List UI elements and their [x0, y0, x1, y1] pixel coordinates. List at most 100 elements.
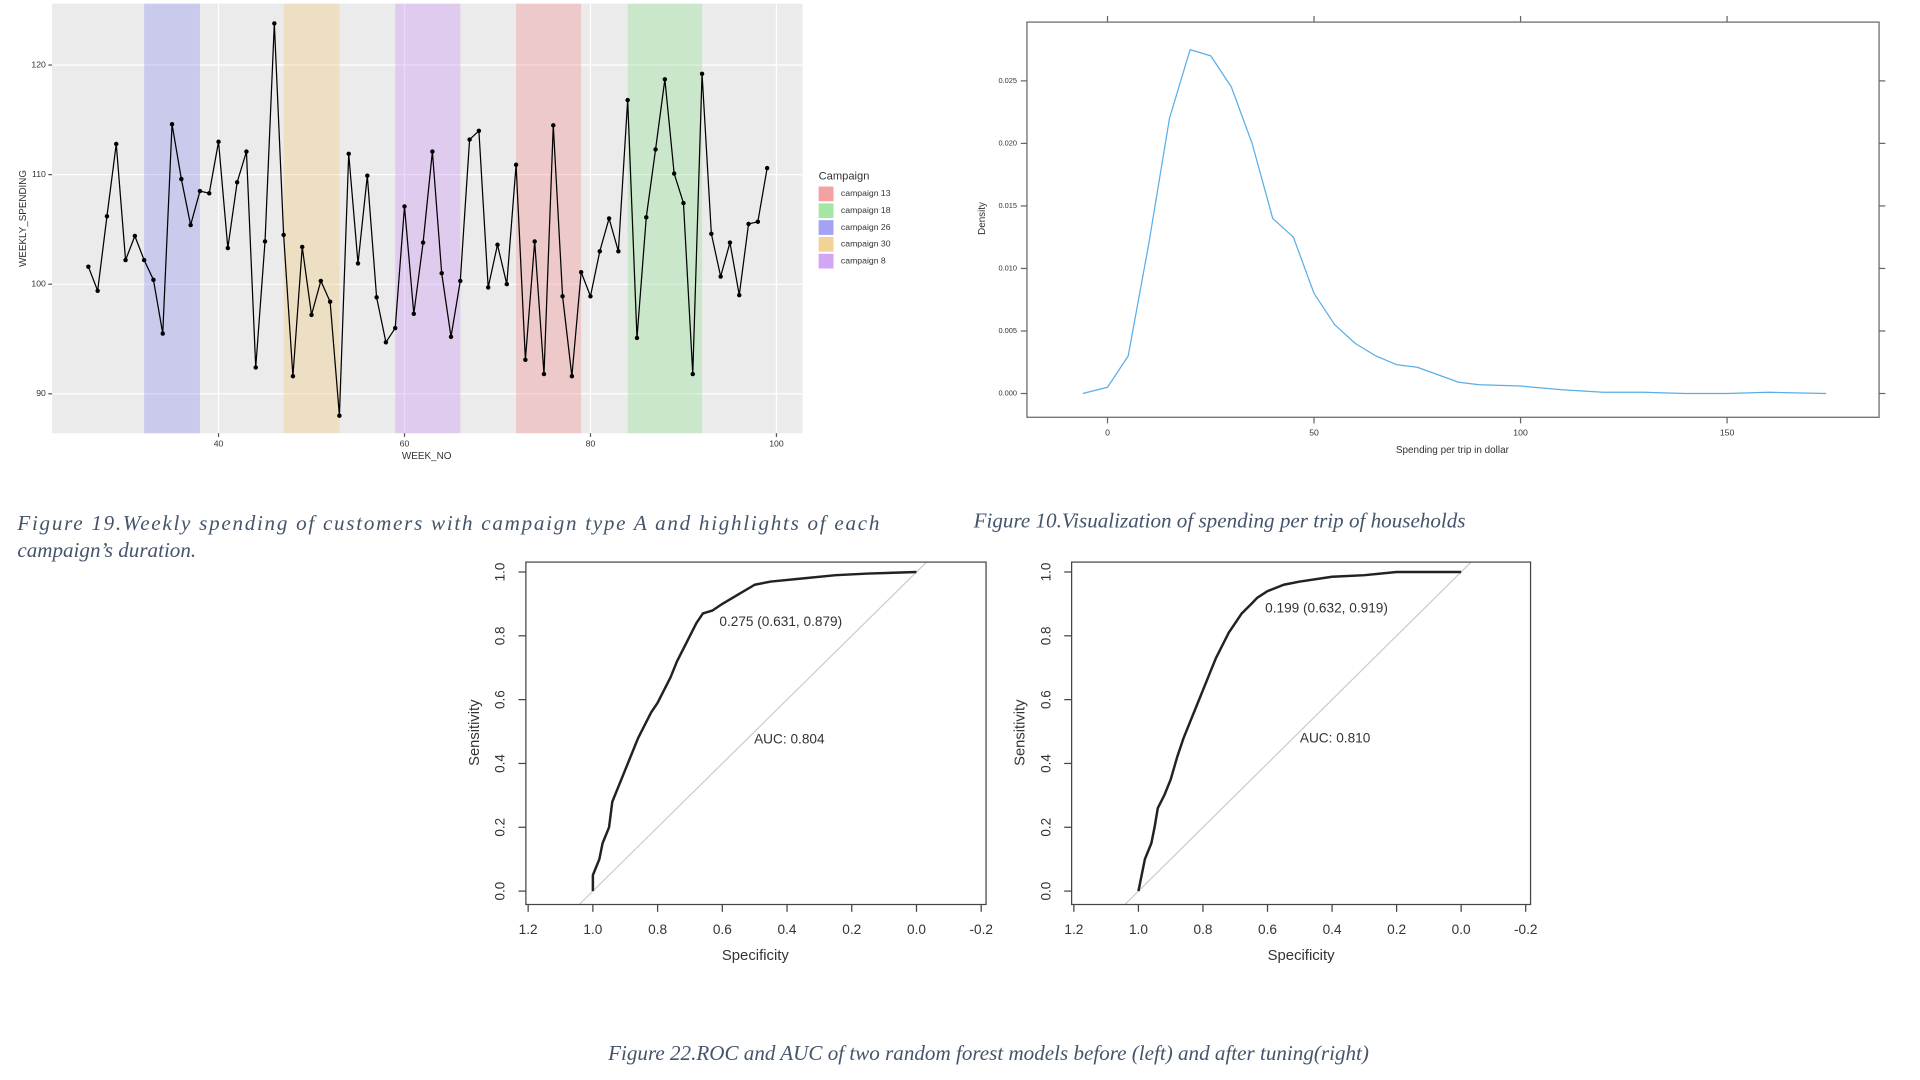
campaign-band	[283, 3, 340, 434]
data-point	[281, 232, 286, 238]
x-tick-label: 150	[1720, 428, 1735, 438]
legend-swatch	[818, 203, 834, 219]
data-point	[746, 221, 751, 227]
y-tick-label: 0.0	[1038, 881, 1053, 900]
data-point	[253, 365, 258, 370]
data-point	[467, 137, 472, 142]
data-point	[578, 269, 584, 275]
data-point	[123, 257, 128, 263]
y-tick-label: 90	[36, 388, 46, 398]
data-point	[299, 244, 305, 250]
y-tick-label: 0.6	[1038, 690, 1053, 709]
y-tick-label: 110	[32, 169, 46, 179]
annotation: 0.199 (0.632, 0.919)	[1265, 600, 1388, 615]
x-tick-label: 0.4	[1323, 922, 1342, 937]
data-point	[197, 188, 203, 194]
y-tick-label: 1.0	[1038, 562, 1053, 581]
legend-label: campaign 26	[841, 222, 891, 232]
data-point	[718, 274, 723, 279]
data-point	[411, 311, 417, 316]
legend-swatch	[818, 253, 834, 269]
data-point	[606, 216, 612, 221]
data-point	[234, 180, 240, 185]
y-tick-label: 0.6	[493, 690, 508, 709]
data-line	[591, 570, 917, 892]
x-tick-label: 0.2	[842, 922, 861, 937]
y-tick-label: 0.0	[493, 881, 508, 900]
data-point	[179, 176, 184, 182]
data-point	[653, 147, 658, 152]
data-point	[104, 214, 110, 219]
reference-line	[578, 561, 927, 905]
data-point	[383, 340, 389, 345]
x-axis-label: WEEK_NO	[402, 451, 452, 462]
data-point	[755, 219, 761, 224]
chart: 0 50 100 150 0.000 0.005 0.010 0.015 0.020 0.025 S…	[977, 15, 1886, 456]
x-tick-label: 1.2	[1064, 922, 1083, 937]
x-tick-label: 0.6	[1258, 922, 1277, 937]
annotation: 0.275 (0.631, 0.879)	[719, 614, 842, 629]
data-point	[588, 294, 593, 299]
legend-swatch	[818, 236, 834, 252]
data-line	[1137, 570, 1462, 892]
data-point	[272, 21, 277, 26]
data-point	[513, 162, 519, 167]
x-tick-label: 1.0	[583, 922, 602, 937]
plot-frame	[525, 561, 987, 906]
legend-label: campaign 8	[841, 255, 886, 265]
data-point	[597, 249, 603, 254]
data-point	[737, 292, 742, 298]
data-point	[346, 151, 351, 157]
y-tick-label: 0.8	[493, 626, 508, 645]
legend-label: campaign 18	[841, 205, 891, 215]
data-line	[1082, 48, 1827, 395]
legend-label: campaign 30	[841, 239, 891, 249]
legend-label: campaign 13	[841, 188, 891, 198]
data-point	[625, 97, 630, 103]
x-tick-label: 0.8	[648, 922, 667, 937]
data-point	[560, 294, 565, 299]
x-tick-label: 0.0	[907, 922, 926, 937]
data-point	[662, 77, 668, 82]
x-tick-label: 1.0	[1129, 922, 1148, 937]
x-tick-label: 0.8	[1193, 922, 1212, 937]
data-point	[727, 240, 733, 245]
x-tick-label: 0.4	[778, 922, 797, 937]
x-tick-label: 0	[1105, 428, 1110, 438]
y-tick-label: 120	[31, 59, 46, 69]
data-point	[420, 240, 426, 245]
y-axis-label: Sensitivity	[467, 699, 483, 766]
data-point	[86, 264, 91, 269]
x-tick-label: 100	[769, 439, 784, 449]
data-point	[523, 357, 528, 363]
data-point	[402, 204, 407, 209]
data-point	[485, 285, 491, 290]
data-point	[644, 215, 649, 220]
data-point	[430, 149, 435, 154]
y-tick-label: 0.000	[998, 388, 1017, 397]
reference-line	[1124, 561, 1472, 905]
plot-background	[1071, 562, 1531, 905]
x-tick-label: 80	[586, 439, 596, 449]
data-point	[551, 123, 556, 128]
data-point	[392, 325, 398, 331]
data-point	[709, 231, 714, 237]
x-tick-label: 1.2	[519, 922, 538, 937]
data-point	[337, 413, 342, 418]
data-point	[309, 312, 314, 318]
data-point	[169, 122, 175, 127]
x-tick-label: 50	[1309, 428, 1319, 438]
data-point	[504, 281, 510, 287]
y-tick-label: 0.8	[1038, 626, 1053, 645]
data-point	[699, 71, 705, 77]
data-point	[365, 173, 370, 178]
data-point	[207, 191, 212, 196]
x-axis-label: Spending per trip in dollar	[1396, 445, 1510, 456]
legend-title: Campaign	[819, 171, 870, 183]
data-point	[225, 245, 231, 251]
y-axis-label: Sensitivity	[1013, 699, 1029, 766]
y-tick-label: 0.2	[493, 818, 508, 837]
plot-background	[52, 3, 803, 434]
